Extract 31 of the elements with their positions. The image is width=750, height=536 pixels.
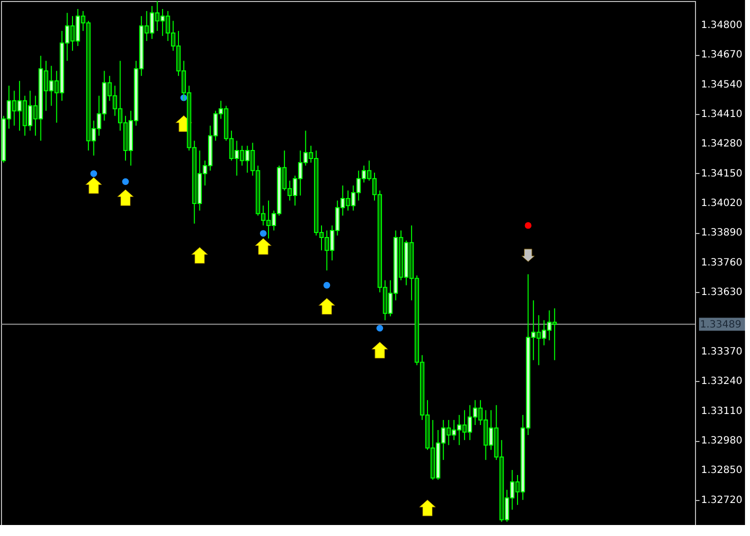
- point: [323, 282, 330, 289]
- y-tick-label: 1.34280: [701, 138, 742, 150]
- point: [376, 324, 384, 332]
- y-tick-label: 1.33890: [701, 228, 742, 239]
- point: [524, 222, 532, 229]
- y-tick-label: 1.34540: [701, 79, 742, 90]
- y-tick-label: 1.32980: [701, 436, 742, 447]
- y-tick-label: 1.33760: [701, 257, 742, 268]
- y-tick-label: 1.33370: [701, 346, 742, 358]
- y-tick-label: 1.32850: [701, 465, 742, 476]
- point: [117, 189, 134, 206]
- y-tick-label: 1.34800: [701, 20, 742, 31]
- y-tick-label: 1.34150: [701, 168, 742, 180]
- point: [85, 177, 102, 194]
- y-tick-label: 1.34410: [701, 109, 742, 120]
- point: [90, 170, 98, 177]
- y-tick-label: 1.33630: [701, 287, 742, 298]
- point: [419, 500, 436, 516]
- point: [318, 298, 336, 315]
- y-tick-label: 1.32720: [701, 494, 742, 506]
- ref-line-label: 1.33489: [700, 319, 742, 330]
- point: [371, 342, 388, 358]
- point: [522, 248, 535, 262]
- y-tick-label: 1.33110: [701, 406, 742, 417]
- point: [260, 230, 267, 237]
- y-tick-label: 1.33240: [701, 376, 742, 388]
- point: [191, 247, 208, 264]
- point: [254, 238, 272, 255]
- point: [122, 178, 129, 185]
- y-tick-label: 1.34020: [701, 198, 742, 210]
- y-tick-label: 1.34670: [701, 50, 742, 61]
